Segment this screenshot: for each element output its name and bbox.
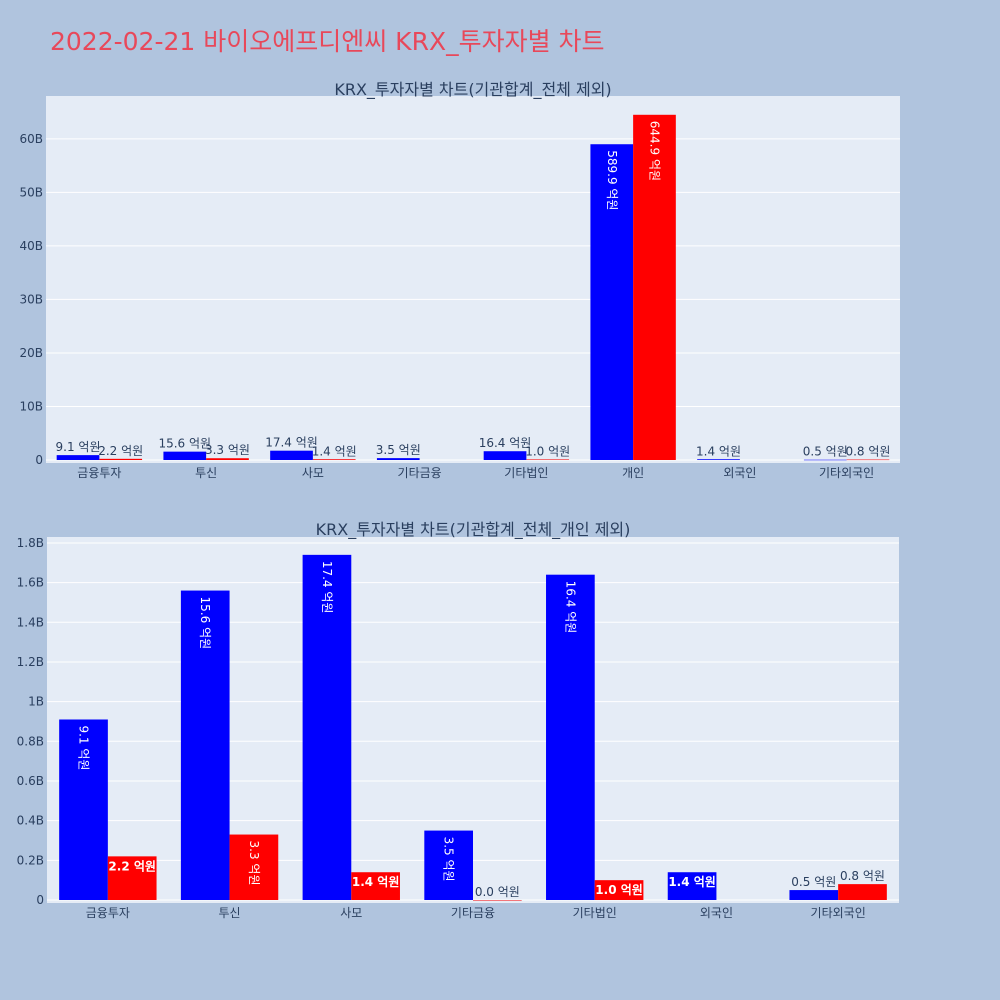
data-label: 0.8 억원 <box>840 869 885 883</box>
data-label: 1.0 억원 <box>595 883 643 897</box>
bar <box>546 574 595 900</box>
bar <box>180 590 230 900</box>
data-label: 16.4 억원 <box>479 436 532 450</box>
bar <box>846 459 890 461</box>
data-label: 0.0 억원 <box>475 885 520 899</box>
y-tick-label: 60B <box>19 132 43 146</box>
data-label: 2.2 억원 <box>108 859 156 873</box>
bar <box>667 872 717 900</box>
data-label: 15.6 억원 <box>198 597 212 650</box>
data-label: 0.8 억원 <box>845 445 890 459</box>
y-tick-label: 0 <box>36 893 44 907</box>
y-tick-label: 1B <box>28 695 44 709</box>
chart-title: KRX_투자자별 차트(기관합계_전체_개인 제외) <box>316 520 631 540</box>
x-tick-label: 금융투자 <box>77 466 121 480</box>
x-tick-label: 기타법인 <box>504 466 548 480</box>
data-label: 17.4 억원 <box>320 561 334 614</box>
bar <box>590 144 634 461</box>
y-tick-label: 40B <box>19 239 43 253</box>
x-tick-label: 외국인 <box>723 466 756 480</box>
chart-top: KRX_투자자별 차트(기관합계_전체 제외) 0 10B 20B 30B 40B 50B 6… <box>19 80 900 480</box>
x-tick-label: 투신 <box>195 466 217 480</box>
y-tick-label: 0.6B <box>17 774 44 788</box>
y-tick-label: 1.4B <box>17 615 44 629</box>
y-tick-label: 1.6B <box>17 576 44 590</box>
x-tick-label: 투신 <box>219 906 241 920</box>
bar <box>59 719 108 900</box>
data-label: 1.4 억원 <box>352 875 400 889</box>
y-tick-label: 50B <box>19 185 43 199</box>
bar <box>424 830 473 900</box>
data-label: 0.5 억원 <box>803 445 848 459</box>
chart-bottom: KRX_투자자별 차트(기관합계_전체_개인 제외) 0 0.2B 0.4B 0.6B 0… <box>17 520 899 920</box>
data-label: 9.1 억원 <box>56 440 101 454</box>
bar <box>789 890 839 900</box>
x-tick-label: 금융투자 <box>86 906 130 920</box>
y-tick-label: 10B <box>19 399 43 413</box>
x-tick-label: 외국인 <box>700 906 733 920</box>
y-tick-label: 0 <box>35 453 43 467</box>
y-tick-label: 20B <box>19 346 43 360</box>
data-label: 3.5 억원 <box>442 837 456 882</box>
data-label: 2.2 억원 <box>98 444 143 458</box>
plot-area <box>46 96 900 463</box>
x-tick-label: 기타외국인 <box>819 466 874 480</box>
page-title: 2022-02-21 바이오에프디엔씨 KRX_투자자별 차트 <box>50 27 605 56</box>
data-label: 3.3 억원 <box>247 841 261 886</box>
bar <box>594 880 644 900</box>
data-label: 1.4 억원 <box>312 444 357 458</box>
data-label: 0.5 억원 <box>791 875 836 889</box>
data-label: 16.4 억원 <box>563 581 577 634</box>
y-tick-label: 1.2B <box>17 655 44 669</box>
bar <box>163 451 207 460</box>
x-tick-label: 기타외국인 <box>811 906 866 920</box>
bar <box>56 455 100 460</box>
bar <box>229 834 279 900</box>
chart-title: KRX_투자자별 차트(기관합계_전체 제외) <box>334 80 611 100</box>
data-label: 3.3 억원 <box>205 443 250 457</box>
bar <box>376 458 420 460</box>
data-label: 15.6 억원 <box>158 437 211 451</box>
bar <box>483 451 527 460</box>
bar <box>697 459 740 460</box>
bar <box>99 458 143 460</box>
x-tick-label: 사모 <box>340 906 362 920</box>
bar <box>206 458 249 460</box>
bar <box>803 459 847 461</box>
x-tick-label: 개인 <box>622 466 644 480</box>
data-label: 9.1 억원 <box>77 725 91 770</box>
bar <box>633 114 676 461</box>
y-tick-label: 0.2B <box>17 853 44 867</box>
y-tick-label: 0.8B <box>17 734 44 748</box>
data-label: 3.5 억원 <box>376 443 421 457</box>
data-label: 644.9 억원 <box>647 121 661 181</box>
bar <box>312 459 356 460</box>
y-tick-label: 30B <box>19 292 43 306</box>
bar <box>351 872 400 900</box>
x-tick-label: 기타금융 <box>398 466 442 480</box>
bar <box>838 884 887 900</box>
data-label: 1.4 억원 <box>668 875 716 889</box>
data-label: 589.9 억원 <box>605 150 619 210</box>
y-tick-label: 1.8B <box>17 536 44 550</box>
x-tick-label: 기타금융 <box>451 906 495 920</box>
bar <box>473 900 522 901</box>
y-tick-label: 0.4B <box>17 814 44 828</box>
data-label: 1.0 억원 <box>525 444 570 458</box>
x-tick-label: 사모 <box>302 466 324 480</box>
data-label: 17.4 억원 <box>265 436 318 450</box>
bar <box>302 554 352 900</box>
bar <box>526 459 570 460</box>
data-label: 1.4 억원 <box>696 444 741 458</box>
bar <box>270 450 313 460</box>
x-tick-label: 기타법인 <box>573 906 617 920</box>
bar <box>107 856 157 900</box>
